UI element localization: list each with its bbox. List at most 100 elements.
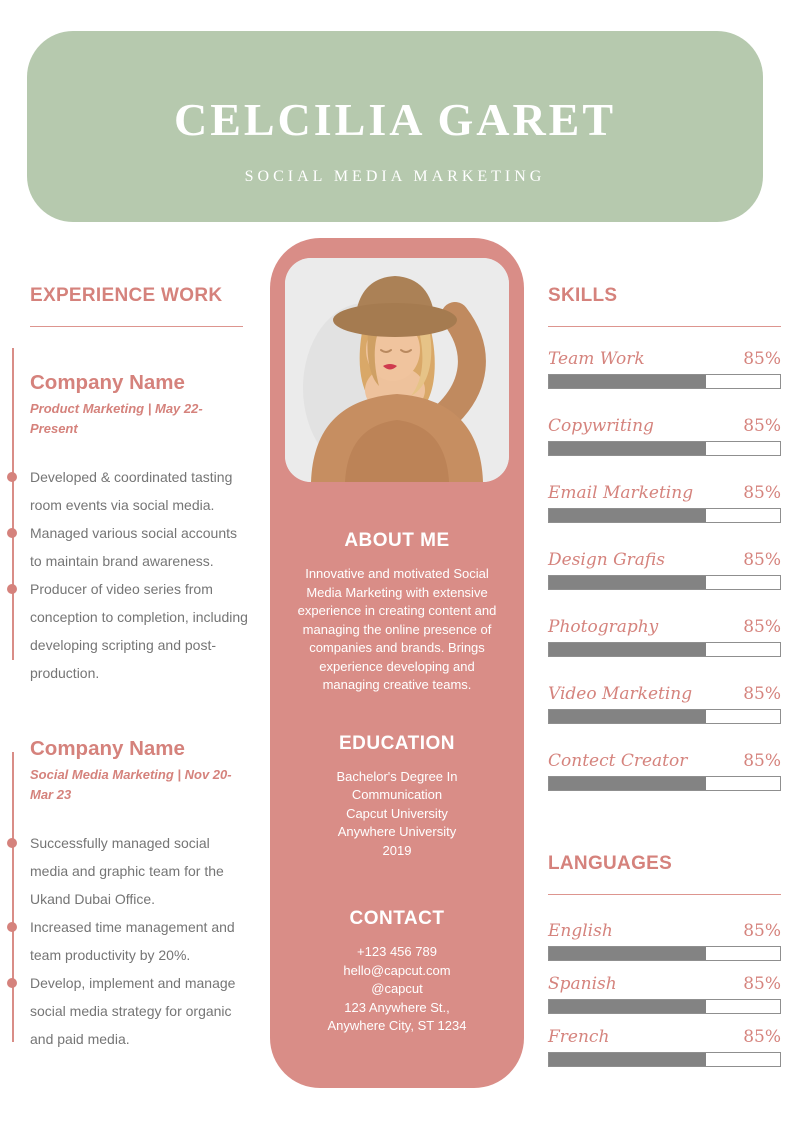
profile-panel: ABOUT ME Innovative and motivated Social… [270, 238, 524, 1088]
skill-bar [548, 776, 781, 791]
skill-percent: 85% [743, 751, 781, 771]
skill-item: Team Work 85% [548, 349, 781, 389]
skill-label: Design Grafis [548, 550, 665, 570]
skills-section: SKILLS Team Work 85% Copywriting 85% Ema… [548, 285, 781, 1080]
language-item: Spanish 85% [548, 974, 781, 1014]
language-label: English [548, 921, 613, 941]
language-bar [548, 946, 781, 961]
skill-item: Photography 85% [548, 617, 781, 657]
heading-divider [548, 326, 781, 327]
bullet-text: Increased time management and team produ… [30, 919, 235, 963]
header-banner: CELCILIA GARET SOCIAL MEDIA MARKETING [27, 31, 763, 222]
profile-photo [285, 258, 509, 482]
language-percent: 85% [743, 974, 781, 994]
contact-handle: @capcut [371, 981, 423, 996]
language-label: French [548, 1027, 610, 1047]
bullet-item: Successfully managed social media and gr… [7, 829, 250, 913]
skill-list: Team Work 85% Copywriting 85% Email Mark… [548, 349, 781, 791]
skill-bar [548, 441, 781, 456]
bullet-item: Increased time management and team produ… [7, 913, 250, 969]
contact-lines: +123 456 789 hello@capcut.com @capcut 12… [270, 943, 524, 1036]
contact-phone: +123 456 789 [357, 944, 437, 959]
language-bar-fill [549, 947, 707, 960]
job-bullet-list: Developed & coordinated tasting room eve… [7, 463, 250, 687]
profile-photo-illustration [285, 258, 509, 482]
lips [383, 364, 397, 370]
contact-heading: CONTACT [349, 908, 445, 929]
experience-section: EXPERIENCE WORK Company Name Product Mar… [7, 285, 250, 1053]
skill-bar-fill [549, 576, 707, 589]
skill-bar-fill [549, 375, 707, 388]
job-entry: Company Name Product Marketing | May 22-… [7, 371, 250, 687]
job-bullet-list: Successfully managed social media and gr… [7, 829, 250, 1053]
about-text: Innovative and motivated Social Media Ma… [297, 566, 497, 692]
skill-bar [548, 374, 781, 389]
skill-item: Email Marketing 85% [548, 483, 781, 523]
heading-divider [30, 326, 243, 327]
skill-percent: 85% [743, 684, 781, 704]
skill-bar-fill [549, 442, 707, 455]
skill-percent: 85% [743, 617, 781, 637]
language-percent: 85% [743, 1027, 781, 1047]
skill-bar-fill [549, 643, 707, 656]
bullet-dot-icon [7, 922, 17, 932]
language-label: Spanish [548, 974, 617, 994]
heading-divider [548, 894, 781, 895]
bullet-dot-icon [7, 528, 17, 538]
skill-label: Contect Creator [548, 751, 688, 771]
language-percent: 85% [743, 921, 781, 941]
language-item: English 85% [548, 921, 781, 961]
skill-bar-fill [549, 777, 707, 790]
skill-label: Email Marketing [548, 483, 694, 503]
timeline-line [12, 348, 14, 660]
skill-percent: 85% [743, 416, 781, 436]
bullet-item: Developed & coordinated tasting room eve… [7, 463, 250, 519]
role-subtitle: SOCIAL MEDIA MARKETING [244, 167, 546, 185]
education-line: Bachelor's Degree In Communication [336, 768, 458, 803]
language-bar [548, 1052, 781, 1067]
bullet-dot-icon [7, 838, 17, 848]
skill-percent: 85% [743, 550, 781, 570]
bullet-dot-icon [7, 472, 17, 482]
skill-label: Team Work [548, 349, 645, 369]
skill-percent: 85% [743, 483, 781, 503]
about-heading: ABOUT ME [344, 530, 450, 551]
contact-email: hello@capcut.com [343, 962, 451, 978]
skills-heading: SKILLS [548, 285, 618, 306]
skill-bar-fill [549, 710, 707, 723]
education-heading: EDUCATION [338, 732, 456, 754]
skill-bar [548, 575, 781, 590]
language-bar [548, 999, 781, 1014]
skill-item: Video Marketing 85% [548, 684, 781, 724]
skill-bar [548, 508, 781, 523]
language-list: English 85% Spanish 85% French 85% [548, 921, 781, 1067]
skill-bar [548, 709, 781, 724]
job-entry: Company Name Social Media Marketing | No… [7, 737, 250, 1053]
company-name: Company Name [30, 371, 185, 394]
education-line: Anywhere University [337, 824, 457, 839]
skill-label: Video Marketing [548, 684, 693, 704]
company-name: Company Name [30, 737, 185, 760]
education-lines: Bachelor's Degree In Communication Capcu… [270, 768, 524, 861]
language-bar-fill [549, 1053, 707, 1066]
skill-label: Photography [548, 617, 659, 637]
job-period: Social Media Marketing | Nov 20-Mar 23 [30, 767, 232, 802]
skill-bar [548, 642, 781, 657]
education-line: 2019 [382, 842, 412, 858]
experience-heading: EXPERIENCE WORK [30, 285, 223, 306]
language-bar-fill [549, 1000, 707, 1013]
timeline-line [12, 752, 14, 1042]
contact-address-line2: Anywhere City, ST 1234 [327, 1018, 467, 1033]
bullet-text: Develop, implement and manage social med… [30, 975, 236, 1047]
skill-percent: 85% [743, 349, 781, 369]
contact-address-line1: 123 Anywhere St., [344, 999, 450, 1015]
bullet-text: Managed various social accounts to maint… [30, 525, 238, 569]
skill-item: Copywriting 85% [548, 416, 781, 456]
skill-item: Contect Creator 85% [548, 751, 781, 791]
bullet-item: Develop, implement and manage social med… [7, 969, 250, 1053]
bullet-text: Producer of video series from conception… [30, 581, 248, 681]
bullet-item: Managed various social accounts to maint… [7, 519, 250, 575]
bullet-text: Developed & coordinated tasting room eve… [30, 469, 233, 513]
education-line: Capcut University [346, 805, 448, 821]
language-item: French 85% [548, 1027, 781, 1067]
